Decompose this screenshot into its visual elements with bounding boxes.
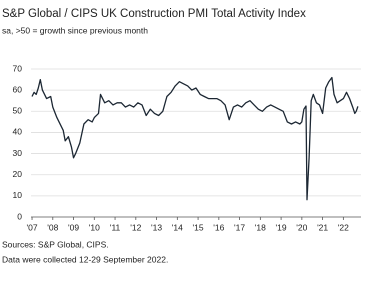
x-tick-label: '22 <box>338 222 349 232</box>
x-tick-label: '08 <box>47 222 58 232</box>
x-tick-label: '19 <box>276 222 287 232</box>
y-tick-label: 40 <box>13 127 23 137</box>
x-tick-label: '17 <box>234 222 245 232</box>
x-tick-label: '10 <box>89 222 100 232</box>
x-tick-label: '11 <box>110 222 121 232</box>
y-tick-label: 70 <box>13 63 23 73</box>
x-tick-label: '14 <box>172 222 183 232</box>
y-tick-label: 10 <box>13 190 23 200</box>
x-tick-label: '15 <box>193 222 204 232</box>
source-note: Sources: S&P Global, CIPS. <box>2 239 109 249</box>
x-tick-label: '09 <box>68 222 79 232</box>
y-tick-label: 20 <box>13 169 23 179</box>
y-tick-label: 30 <box>13 148 23 158</box>
x-tick-label: '12 <box>130 222 141 232</box>
x-tick-label: '21 <box>317 222 328 232</box>
y-tick-label: 60 <box>13 84 23 94</box>
collection-note: Data were collected 12-29 September 2022… <box>2 254 168 264</box>
x-tick-label: '20 <box>296 222 307 232</box>
series-line <box>31 76 359 201</box>
y-tick-label: 0 <box>17 211 22 221</box>
x-tick-label: '07 <box>26 222 37 232</box>
y-tick-label: 50 <box>13 106 23 116</box>
x-tick-label: '16 <box>213 222 224 232</box>
x-tick-label: '18 <box>255 222 266 232</box>
x-tick-label: '13 <box>151 222 162 232</box>
chart-subtitle: sa, >50 = growth since previous month <box>2 25 148 35</box>
chart-title: S&P Global / CIPS UK Construction PMI To… <box>2 8 306 20</box>
